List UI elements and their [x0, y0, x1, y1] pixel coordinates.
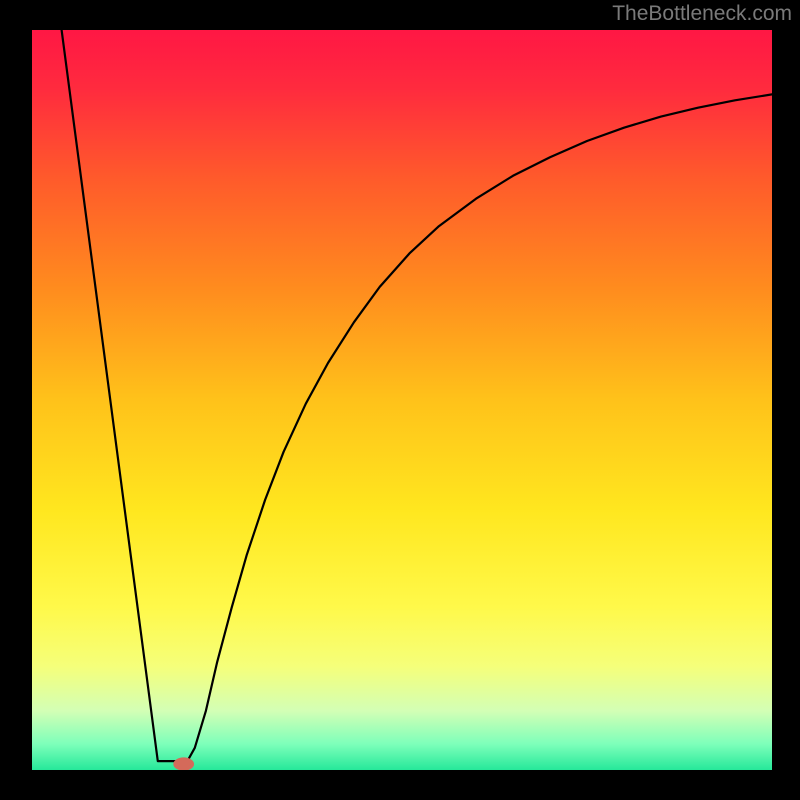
- plot-area: [32, 30, 772, 770]
- gradient-background: [32, 30, 772, 770]
- watermark-text: TheBottleneck.com: [612, 2, 792, 26]
- chart-container: TheBottleneck.com: [0, 0, 800, 800]
